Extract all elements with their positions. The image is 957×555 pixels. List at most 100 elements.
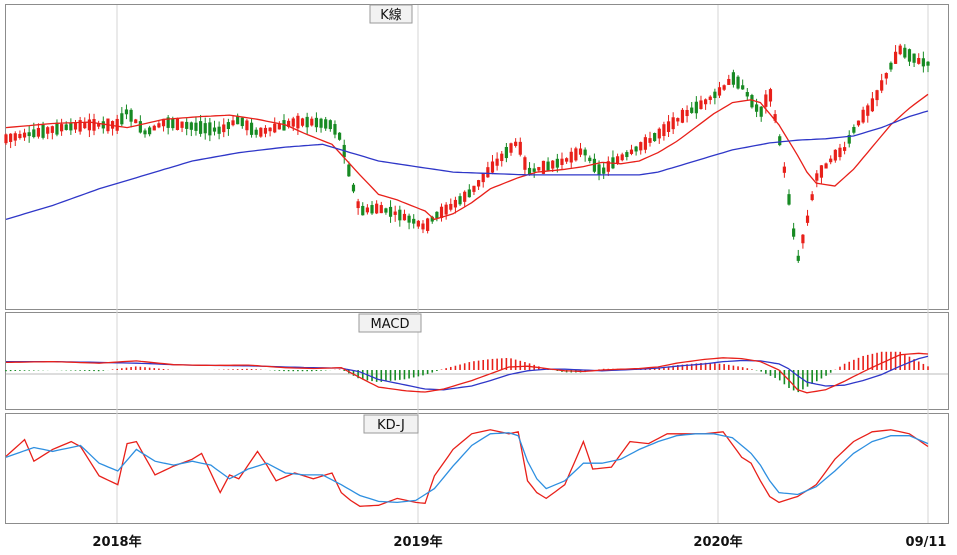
candle-body bbox=[430, 216, 434, 222]
candle-body bbox=[694, 101, 698, 114]
candle-body bbox=[490, 161, 495, 173]
candle-body bbox=[843, 147, 847, 151]
candle-body bbox=[333, 124, 337, 135]
candle-body bbox=[662, 124, 666, 137]
macd-dea-line bbox=[6, 355, 929, 391]
candle-body bbox=[893, 51, 898, 64]
candle-body bbox=[532, 168, 536, 172]
candle-body bbox=[185, 121, 189, 129]
candle-body bbox=[870, 98, 875, 112]
candle-body bbox=[208, 122, 212, 136]
candle-body bbox=[815, 173, 819, 181]
candle-body bbox=[555, 158, 559, 168]
candle-body bbox=[161, 118, 166, 127]
candle-body bbox=[560, 158, 564, 165]
candle-body bbox=[861, 109, 865, 123]
candle-body bbox=[175, 118, 180, 130]
kline-label-box: K線 bbox=[369, 4, 413, 24]
candle-body bbox=[282, 120, 286, 131]
candle-body bbox=[648, 138, 652, 143]
candle-body bbox=[639, 142, 643, 151]
candle-body bbox=[583, 149, 587, 156]
candle-body bbox=[838, 147, 842, 158]
candle-body bbox=[263, 127, 268, 134]
candle-body bbox=[782, 166, 786, 173]
candle-body bbox=[324, 119, 328, 129]
candle-body bbox=[277, 123, 281, 130]
candle-body bbox=[310, 118, 314, 126]
candle-body bbox=[592, 158, 597, 172]
candle-body bbox=[171, 118, 175, 129]
macd-label-box: MACD bbox=[358, 313, 422, 333]
candle-body bbox=[625, 152, 629, 158]
candle-body bbox=[685, 109, 689, 117]
kline-ma_short-line bbox=[5, 93, 929, 221]
candle-body bbox=[880, 80, 884, 91]
candle-body bbox=[824, 163, 828, 169]
candlestick-series bbox=[4, 43, 930, 263]
candle-body bbox=[273, 123, 277, 133]
candle-body bbox=[361, 205, 365, 216]
candle-body bbox=[486, 167, 490, 178]
candle-body bbox=[152, 125, 156, 131]
candle-body bbox=[314, 117, 319, 128]
candle-body bbox=[805, 215, 810, 223]
candle-body bbox=[523, 157, 527, 170]
candle-body bbox=[759, 106, 763, 117]
x-tick-2019: 2019年 bbox=[393, 534, 442, 550]
candle-body bbox=[55, 122, 59, 135]
candle-body bbox=[629, 149, 634, 154]
candle-body bbox=[852, 126, 856, 133]
candle-body bbox=[514, 141, 518, 146]
candle-body bbox=[435, 211, 439, 219]
candle-body bbox=[657, 128, 661, 139]
candle-body bbox=[97, 123, 101, 127]
candle-body bbox=[754, 104, 759, 112]
candle-body bbox=[727, 78, 731, 85]
candle-body bbox=[736, 76, 740, 89]
candle-body bbox=[18, 133, 22, 139]
candle-body bbox=[541, 160, 546, 174]
candle-body bbox=[921, 58, 925, 67]
candle-body bbox=[856, 120, 861, 126]
candle-body bbox=[259, 127, 263, 137]
candle-body bbox=[500, 153, 504, 162]
candle-body bbox=[481, 173, 485, 183]
candle-body bbox=[866, 105, 870, 116]
candle-body bbox=[351, 184, 356, 192]
candle-body bbox=[69, 123, 73, 131]
macd-lines bbox=[5, 352, 929, 394]
candle-body bbox=[708, 96, 712, 101]
candle-body bbox=[240, 117, 244, 127]
candle-body bbox=[690, 107, 694, 113]
candle-body bbox=[615, 156, 620, 164]
candle-body bbox=[319, 118, 323, 128]
candle-body bbox=[745, 92, 749, 97]
candle-body bbox=[101, 121, 105, 129]
kdj-label: KD-J bbox=[377, 418, 405, 433]
candle-body bbox=[810, 194, 814, 201]
candle-body bbox=[741, 85, 745, 90]
candle-body bbox=[750, 95, 754, 108]
candle-body bbox=[402, 213, 407, 221]
candle-body bbox=[565, 158, 569, 162]
candle-body bbox=[917, 58, 921, 64]
macd-label: MACD bbox=[371, 317, 410, 332]
candle-body bbox=[569, 151, 573, 163]
kdj-d-line bbox=[5, 432, 929, 504]
candle-body bbox=[537, 167, 541, 171]
candle-body bbox=[32, 129, 36, 138]
candle-body bbox=[134, 119, 138, 124]
candle-body bbox=[110, 121, 115, 129]
candle-body bbox=[453, 199, 458, 208]
candle-body bbox=[189, 122, 193, 130]
candle-body bbox=[13, 133, 17, 141]
candle-body bbox=[347, 164, 351, 177]
candle-body bbox=[78, 120, 82, 132]
candle-body bbox=[903, 47, 907, 58]
candle-body bbox=[546, 161, 550, 171]
candle-body bbox=[898, 45, 902, 55]
candle-body bbox=[551, 160, 555, 169]
candle-body bbox=[602, 167, 606, 174]
candle-body bbox=[819, 165, 824, 178]
